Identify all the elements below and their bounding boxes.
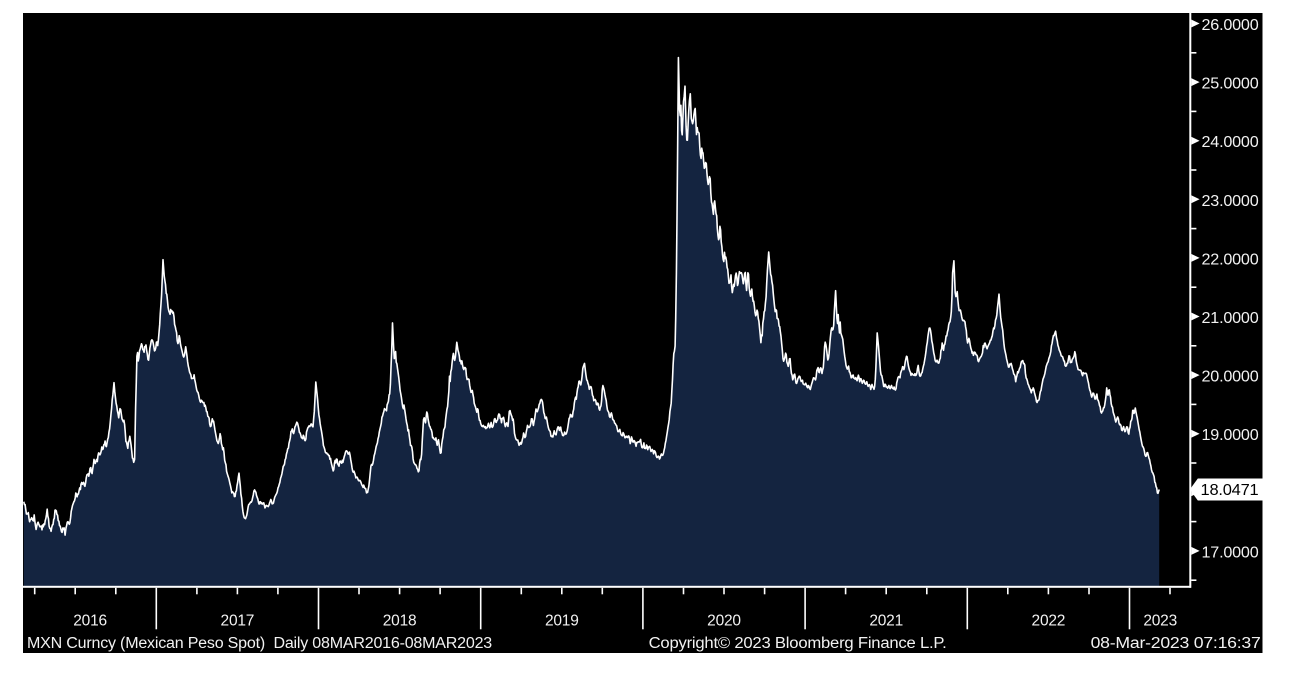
svg-text:2023: 2023 (1143, 613, 1177, 630)
svg-text:21.0000: 21.0000 (1202, 310, 1260, 327)
svg-text:22.0000: 22.0000 (1202, 251, 1260, 268)
svg-text:2020: 2020 (707, 613, 741, 630)
svg-text:2017: 2017 (221, 613, 255, 630)
svg-text:25.0000: 25.0000 (1202, 76, 1260, 93)
svg-text:2016: 2016 (73, 613, 107, 630)
svg-text:2018: 2018 (383, 613, 417, 630)
svg-text:19.0000: 19.0000 (1202, 427, 1260, 444)
svg-text:17.0000: 17.0000 (1202, 544, 1260, 561)
svg-text:23.0000: 23.0000 (1202, 193, 1260, 210)
svg-text:08-Mar-2023 07:16:37: 08-Mar-2023 07:16:37 (1091, 635, 1261, 652)
svg-text:20.0000: 20.0000 (1202, 369, 1260, 386)
svg-text:26.0000: 26.0000 (1202, 17, 1260, 34)
svg-text:18.0471: 18.0471 (1201, 482, 1259, 499)
svg-text:Copyright© 2023 Bloomberg Fina: Copyright© 2023 Bloomberg Finance L.P. (649, 635, 947, 652)
svg-text:24.0000: 24.0000 (1202, 134, 1260, 151)
svg-text:2021: 2021 (869, 613, 903, 630)
svg-text:MXN Curncy (Mexican Peso Spot): MXN Curncy (Mexican Peso Spot) Daily 08M… (27, 635, 492, 652)
svg-text:2019: 2019 (545, 613, 579, 630)
svg-text:2022: 2022 (1032, 613, 1066, 630)
